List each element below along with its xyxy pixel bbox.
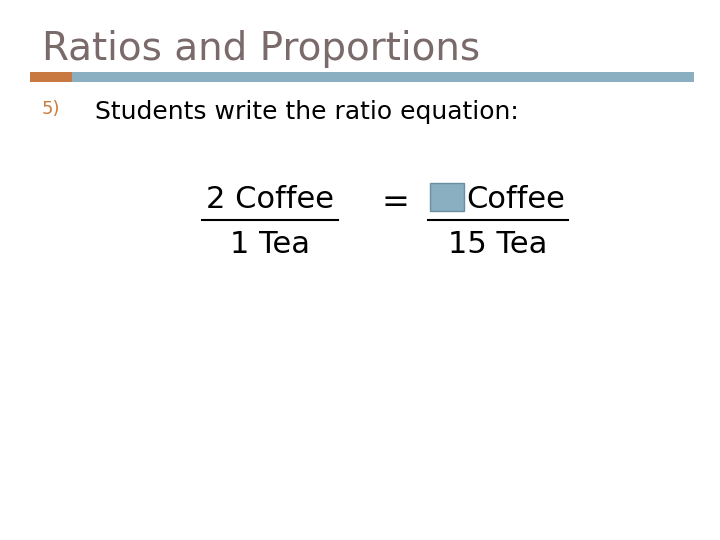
Bar [72,72,694,82]
Bar [430,183,464,211]
Text: 2 Coffee: 2 Coffee [206,185,334,214]
Text: 5): 5) [42,100,60,118]
Text: 15 Tea: 15 Tea [449,230,548,259]
Text: Coffee: Coffee [466,185,565,214]
Text: 1 Tea: 1 Tea [230,230,310,259]
Text: Ratios and Proportions: Ratios and Proportions [42,30,480,68]
Text: =: = [381,186,409,219]
Text: Students write the ratio equation:: Students write the ratio equation: [95,100,518,124]
Bar [30,72,72,82]
